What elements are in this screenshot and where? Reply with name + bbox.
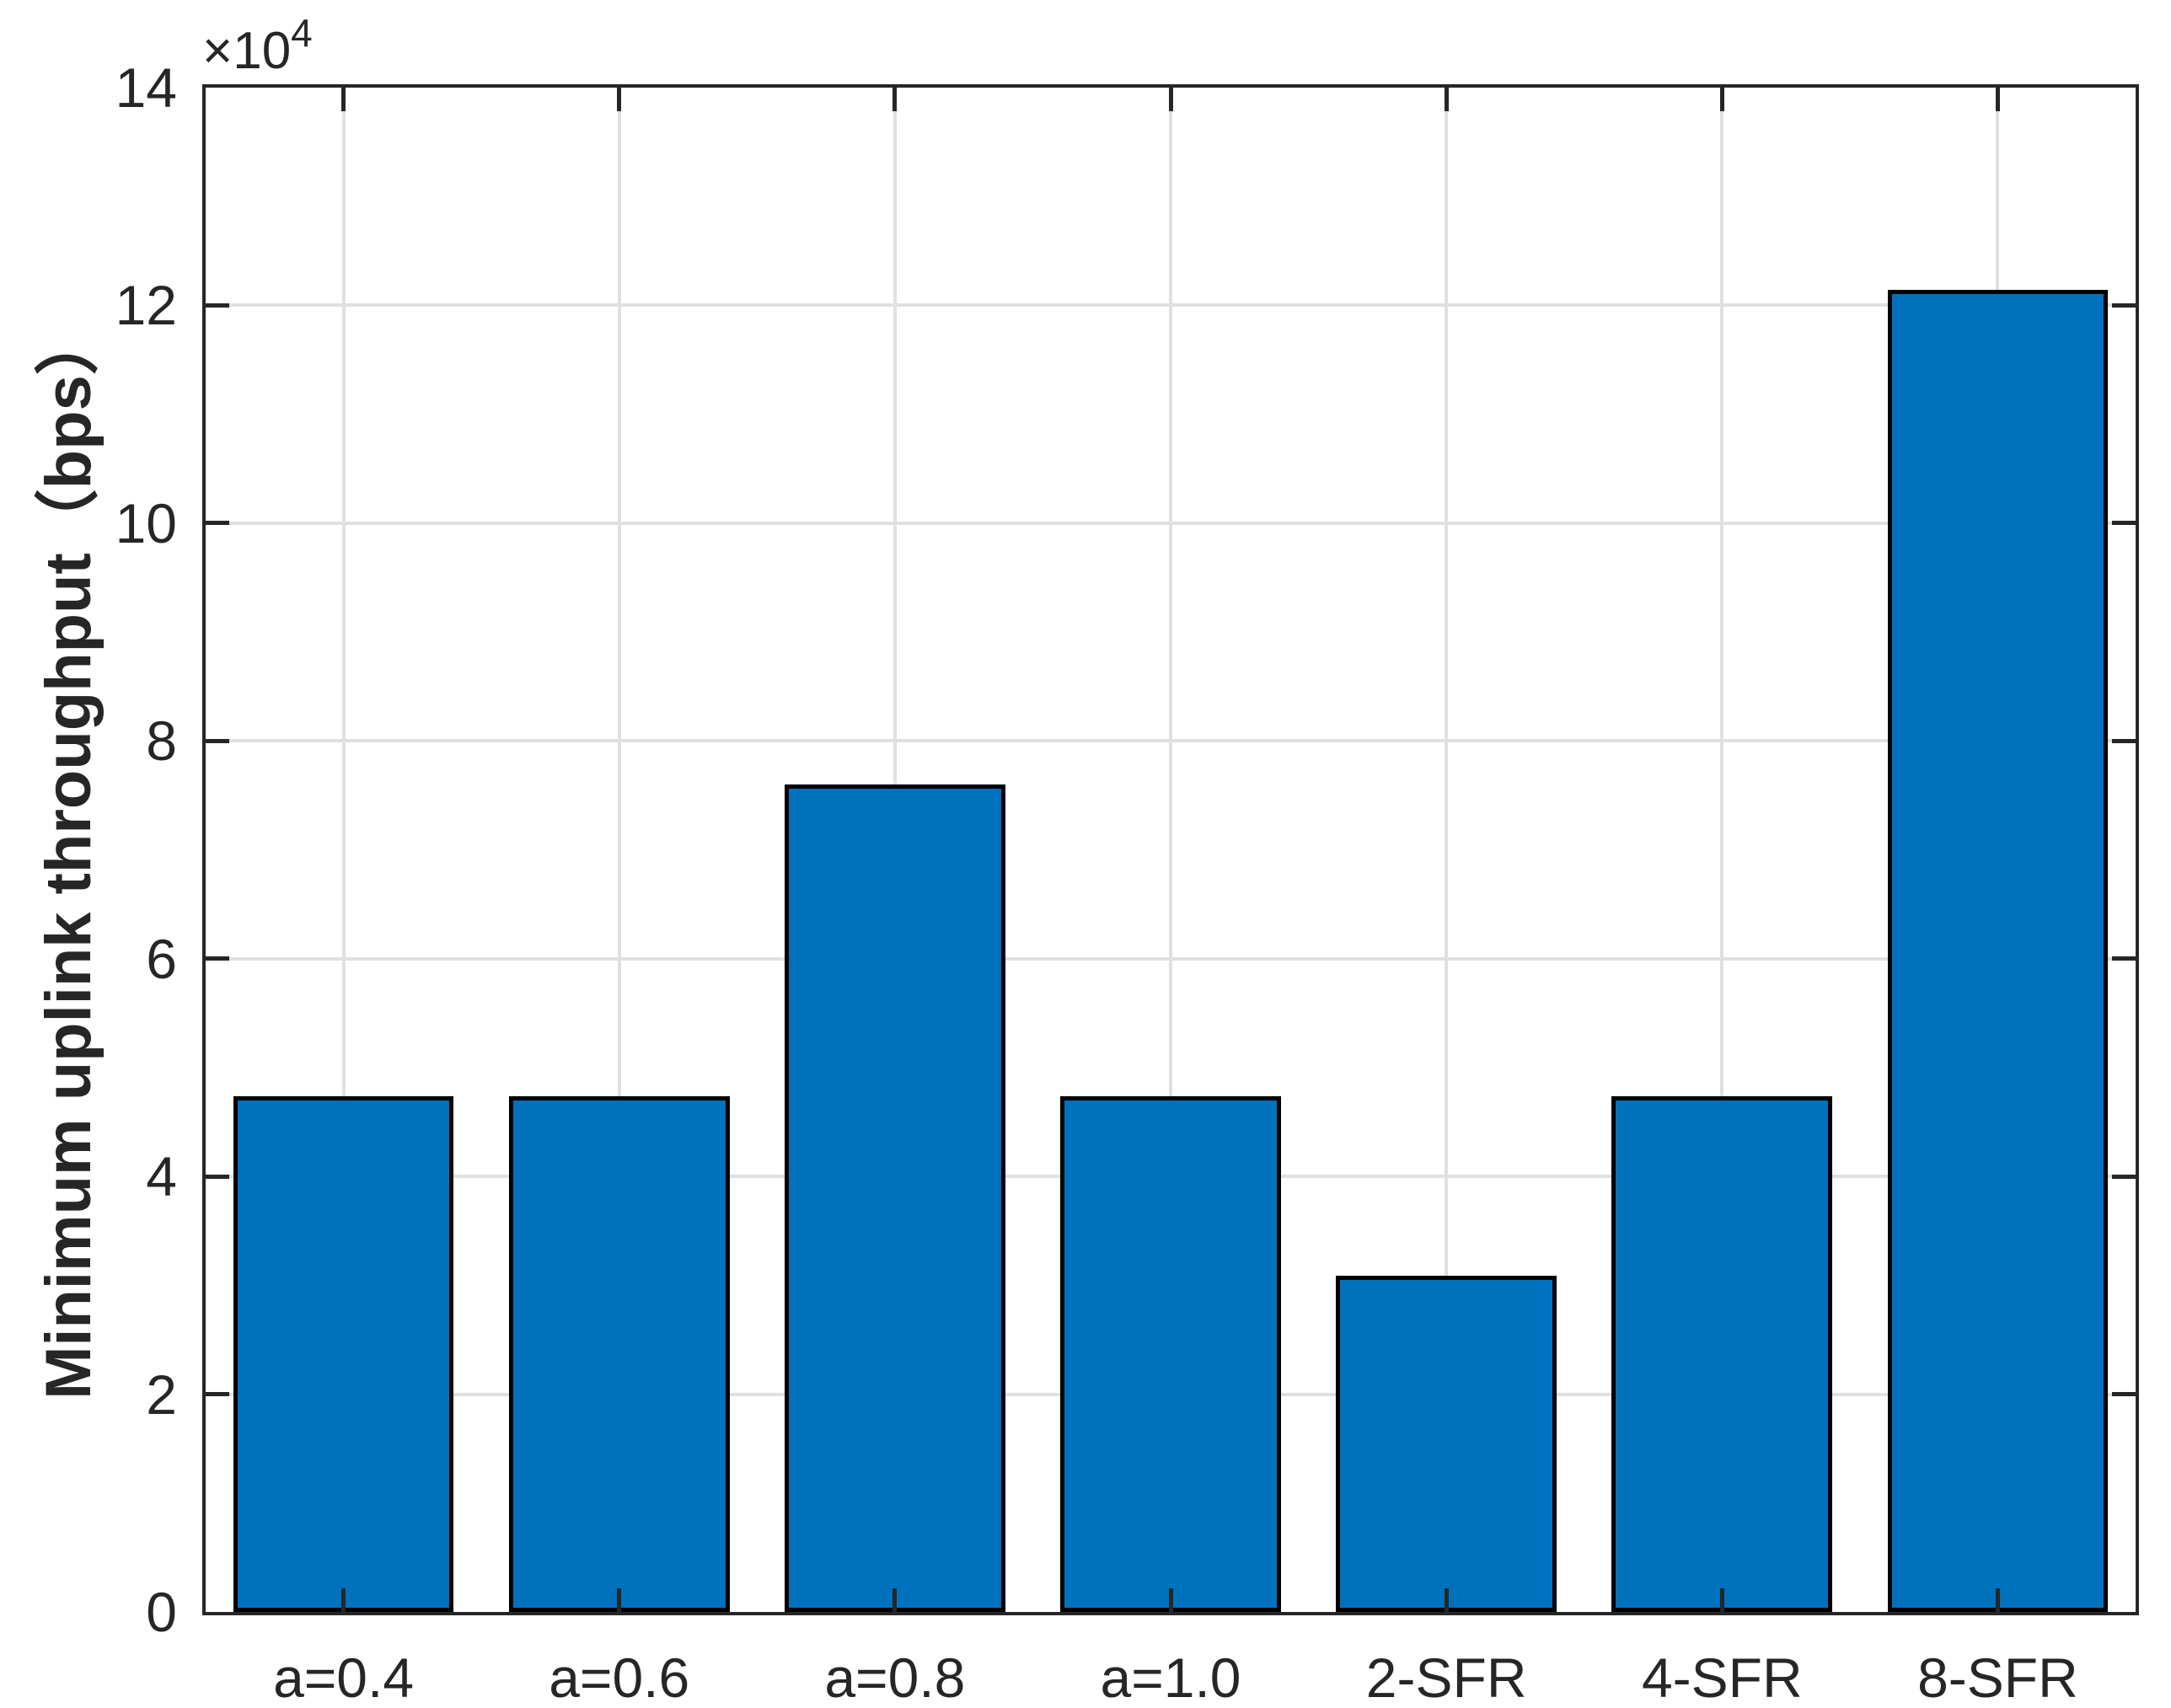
y-tick-right-2 bbox=[2112, 1392, 2136, 1397]
x-tick-label-4-sfr: 4-SFR bbox=[1641, 1646, 1803, 1708]
y-tick-label-10: 10 bbox=[115, 491, 177, 554]
bar-a-0.4 bbox=[233, 1095, 454, 1612]
x-tick-bottom-4-sfr bbox=[1719, 1588, 1724, 1612]
bar-8-sfr bbox=[1887, 290, 2109, 1612]
gridline-x-4-sfr bbox=[1720, 88, 1724, 1612]
exponent-base-text: ×10 bbox=[202, 22, 292, 80]
y-tick-label-12: 12 bbox=[115, 274, 177, 337]
x-tick-top-2-sfr bbox=[1444, 88, 1449, 111]
plot-area bbox=[202, 84, 2139, 1615]
x-tick-label-a-1.0: a=1.0 bbox=[1100, 1646, 1241, 1708]
bar-a-1.0 bbox=[1060, 1095, 1281, 1612]
x-tick-top-8-sfr bbox=[1995, 88, 2000, 111]
x-tick-bottom-a-0.6 bbox=[617, 1588, 622, 1612]
x-tick-label-a-0.8: a=0.8 bbox=[824, 1646, 966, 1708]
y-tick-label-0: 0 bbox=[146, 1581, 177, 1643]
gridline-x-a-0.6 bbox=[617, 88, 621, 1612]
y-tick-right-4 bbox=[2112, 1174, 2136, 1179]
y-tick-label-2: 2 bbox=[146, 1363, 177, 1426]
y-tick-label-8: 8 bbox=[146, 709, 177, 773]
x-tick-bottom-a-0.4 bbox=[341, 1588, 346, 1612]
axis-ticks-layer bbox=[206, 88, 2136, 1612]
x-tick-top-a-0.6 bbox=[617, 88, 622, 111]
exponent-superscript: 4 bbox=[291, 11, 313, 55]
y-tick-left-10 bbox=[206, 521, 229, 526]
x-tick-top-4-sfr bbox=[1719, 88, 1724, 111]
y-tick-right-8 bbox=[2112, 738, 2136, 743]
bar-4-sfr bbox=[1611, 1095, 1833, 1612]
y-tick-right-10 bbox=[2112, 521, 2136, 526]
y-tick-left-6 bbox=[206, 956, 229, 961]
y-tick-left-4 bbox=[206, 1174, 229, 1179]
x-tick-top-a-1.0 bbox=[1168, 88, 1173, 111]
x-tick-bottom-2-sfr bbox=[1444, 1588, 1449, 1612]
x-tick-label-a-0.6: a=0.6 bbox=[549, 1646, 690, 1708]
y-tick-left-12 bbox=[206, 303, 229, 308]
y-tick-label-14: 14 bbox=[115, 56, 177, 119]
x-tick-label-2-sfr: 2-SFR bbox=[1365, 1646, 1527, 1708]
y-axis-label: Minimum uplink throughput（bps） bbox=[33, 311, 105, 1400]
x-tick-label-a-0.4: a=0.4 bbox=[273, 1646, 415, 1708]
y-tick-right-12 bbox=[2112, 303, 2136, 308]
gridline-x-a-1.0 bbox=[1169, 88, 1172, 1612]
bar-a-0.8 bbox=[785, 784, 1005, 1612]
x-tick-bottom-8-sfr bbox=[1995, 1588, 2000, 1612]
y-tick-left-8 bbox=[206, 738, 229, 743]
y-tick-label-4: 4 bbox=[146, 1145, 177, 1208]
gridline-x-a-0.4 bbox=[341, 88, 346, 1612]
y-axis-exponent-label: ×104 bbox=[202, 10, 313, 81]
y-tick-label-6: 6 bbox=[146, 927, 177, 990]
x-tick-top-a-0.8 bbox=[893, 88, 898, 111]
bar-2-sfr bbox=[1336, 1275, 1557, 1612]
y-tick-right-6 bbox=[2112, 956, 2136, 961]
x-tick-top-a-0.4 bbox=[341, 88, 346, 111]
y-tick-left-2 bbox=[206, 1392, 229, 1397]
gridline-x-2-sfr bbox=[1445, 88, 1449, 1612]
x-tick-bottom-a-1.0 bbox=[1168, 1588, 1173, 1612]
x-tick-bottom-a-0.8 bbox=[893, 1588, 898, 1612]
x-tick-label-8-sfr: 8-SFR bbox=[1917, 1646, 2078, 1708]
bars-layer bbox=[206, 88, 2136, 1612]
